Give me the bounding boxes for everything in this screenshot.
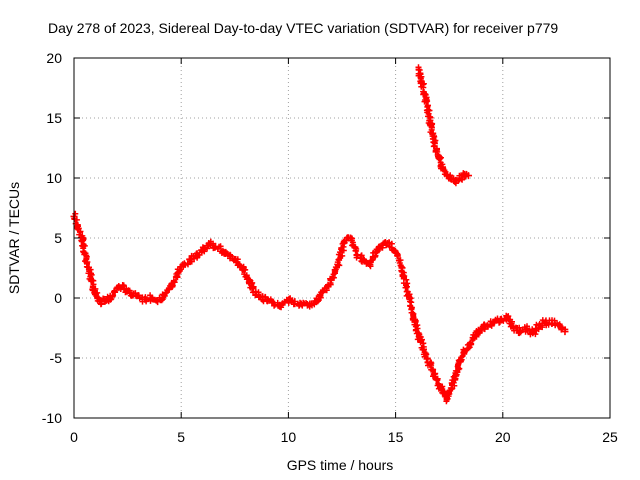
x-tick-label: 5 bbox=[177, 429, 185, 445]
chart-title: Day 278 of 2023, Sidereal Day-to-day VTE… bbox=[48, 20, 558, 36]
series-points bbox=[70, 64, 569, 405]
x-tick-label: 0 bbox=[70, 429, 78, 445]
axis-ticks: 0 5 10 15 20 25 -10 -5 0 5 10 15 20 bbox=[42, 50, 618, 445]
x-tick-label: 20 bbox=[495, 429, 511, 445]
y-tick-label: 0 bbox=[54, 290, 62, 306]
x-tick-label: 25 bbox=[602, 429, 618, 445]
y-tick-label: 15 bbox=[46, 110, 62, 126]
series-upper-markers bbox=[415, 64, 470, 187]
y-tick-label: 10 bbox=[46, 170, 62, 186]
y-tick-label: 20 bbox=[46, 50, 62, 66]
y-tick-label: -5 bbox=[50, 350, 63, 366]
x-axis-label: GPS time / hours bbox=[287, 457, 394, 473]
x-tick-label: 15 bbox=[388, 429, 404, 445]
series-main-band bbox=[71, 210, 569, 405]
y-tick-label: 5 bbox=[54, 230, 62, 246]
grid-lines bbox=[74, 58, 610, 418]
x-tick-label: 10 bbox=[281, 429, 297, 445]
y-axis-label: SDTVAR / TECUs bbox=[6, 182, 22, 294]
series-upper-band bbox=[415, 64, 470, 187]
series-main-markers bbox=[71, 210, 569, 405]
y-tick-label: -10 bbox=[42, 410, 62, 426]
